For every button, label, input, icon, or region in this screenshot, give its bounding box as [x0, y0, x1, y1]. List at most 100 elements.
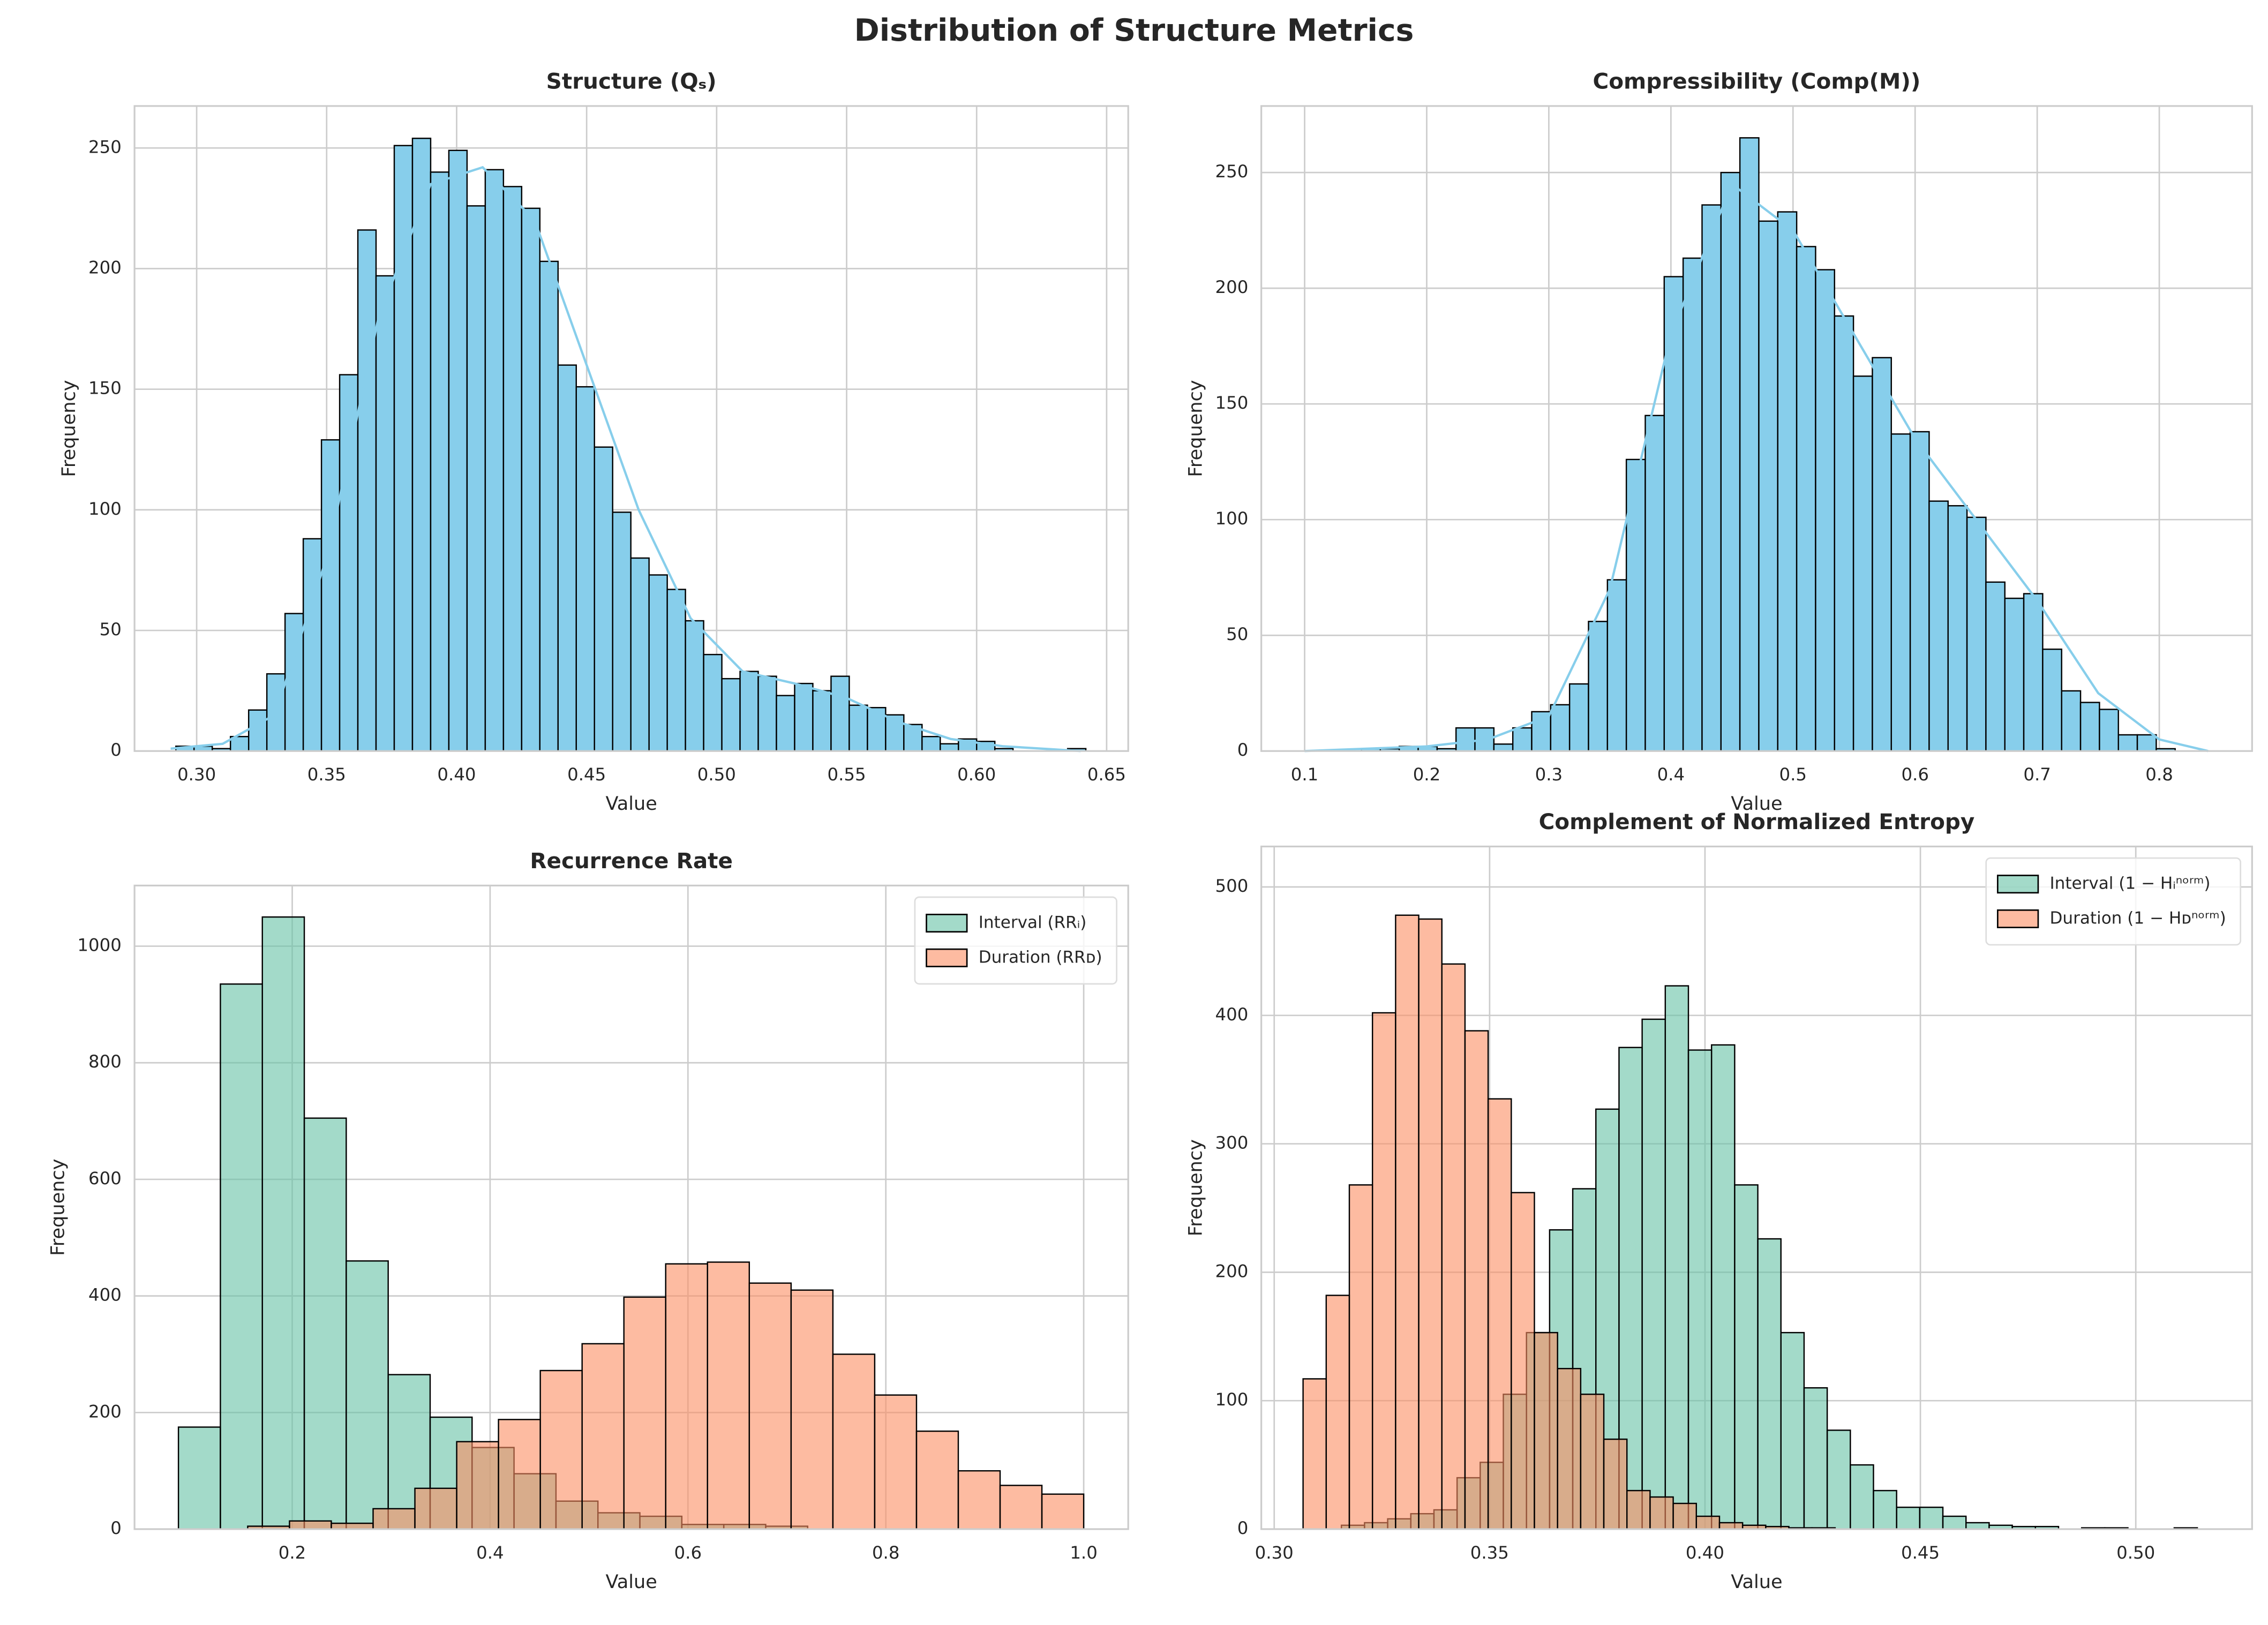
- histogram-bar: [1720, 171, 1741, 752]
- histogram-bar: [539, 1370, 583, 1530]
- histogram-bar: [2023, 593, 2044, 752]
- histogram-bar: [521, 207, 541, 752]
- histogram-bar: [848, 704, 868, 752]
- x-tick-label: 0.45: [567, 764, 606, 785]
- histogram-bar: [1718, 1522, 1744, 1530]
- plot-frame: [133, 884, 1129, 1530]
- x-tick-label: 0.50: [2116, 1543, 2155, 1563]
- histogram-bar: [1511, 1192, 1535, 1530]
- histogram-bar: [666, 589, 686, 752]
- x-axis-label: Value: [605, 793, 657, 815]
- histogram-bar: [320, 439, 341, 752]
- histogram-bar: [357, 229, 377, 752]
- histogram-bar: [721, 678, 741, 752]
- histogram-bar: [430, 171, 450, 752]
- histogram-bar: [1777, 211, 1798, 752]
- histogram-bar: [557, 364, 577, 752]
- histogram-bar: [921, 736, 941, 752]
- histogram-bar: [940, 743, 959, 752]
- x-tick-label: 0.60: [957, 764, 996, 785]
- histogram-bar: [502, 186, 523, 752]
- y-tick-label: 0: [1237, 1518, 1249, 1538]
- y-tick-label: 500: [1215, 876, 1248, 896]
- histogram-bar: [790, 1289, 834, 1530]
- legend: Interval (RRᵢ) Duration (RRᴅ): [914, 896, 1117, 985]
- y-tick-label: 200: [88, 1401, 122, 1421]
- histogram-bar: [220, 983, 263, 1530]
- histogram-bar: [830, 675, 850, 752]
- x-tick-label: 0.35: [307, 764, 346, 785]
- histogram-bar: [303, 1117, 347, 1530]
- histogram-bar: [1710, 1044, 1736, 1530]
- y-tick-label: 150: [88, 378, 122, 398]
- histogram-bar: [703, 653, 723, 752]
- histogram-bar: [1687, 1049, 1713, 1530]
- y-axis-label: Frequency: [58, 380, 80, 477]
- legend-label: Duration (RRᴅ): [979, 947, 1102, 967]
- x-tick-label: 0.35: [1470, 1543, 1509, 1563]
- histogram-bar: [1512, 727, 1533, 752]
- histogram-bar: [648, 574, 668, 752]
- histogram-bar: [302, 538, 322, 752]
- histogram-bar: [1603, 1438, 1628, 1530]
- histogram-bar: [665, 1263, 708, 1530]
- histogram-bar: [1557, 1368, 1582, 1530]
- histogram-bar: [1588, 621, 1609, 752]
- histogram-bar: [1701, 204, 1722, 752]
- histogram-bar: [1395, 914, 1420, 1530]
- x-axis-label: Value: [1731, 793, 1782, 815]
- legend-swatch: [926, 914, 968, 933]
- subplot: 0 100 200 300 400 500 0.30 0.35 0.40 0.45 0.50 Comp…: [1185, 809, 2253, 1593]
- x-tick-label: 0.30: [1255, 1543, 1294, 1563]
- histogram-bar: [594, 446, 613, 752]
- histogram-bar: [1550, 704, 1571, 752]
- y-tick-label: 200: [1215, 1261, 1248, 1281]
- histogram-bar: [1626, 1489, 1651, 1530]
- histogram-bar: [1041, 1493, 1085, 1530]
- subplot: 0 50 100 150 200 250 0.30 0.35 0.40 0.45 0.50 0.55 0…: [58, 69, 1129, 815]
- histogram-bar: [707, 1261, 750, 1530]
- x-tick-label: 0.7: [2023, 764, 2051, 785]
- y-tick-label: 400: [1215, 1004, 1248, 1025]
- histogram-bar: [1649, 1496, 1674, 1530]
- histogram-bar: [448, 149, 468, 752]
- x-tick-label: 0.30: [177, 764, 216, 785]
- y-tick-label: 0: [110, 1518, 122, 1538]
- y-tick-label: 1000: [77, 935, 121, 956]
- x-tick-label: 0.40: [1686, 1543, 1724, 1563]
- histogram-bar: [612, 511, 632, 752]
- subplot-title: Recurrence Rate: [530, 848, 733, 874]
- y-tick-label: 800: [88, 1051, 122, 1072]
- histogram-bar: [375, 275, 395, 752]
- y-axis-label: Frequency: [47, 1159, 69, 1256]
- histogram-bar: [915, 1430, 959, 1530]
- plot-frame: [1260, 105, 2253, 752]
- histogram-bar: [2042, 648, 2062, 752]
- histogram-bar: [874, 1394, 918, 1530]
- histogram-bar: [581, 1343, 625, 1530]
- y-tick-label: 250: [1215, 161, 1248, 182]
- histogram-bar: [748, 1282, 792, 1530]
- x-axis-label: Value: [605, 1571, 657, 1593]
- histogram-bar: [685, 620, 704, 752]
- y-tick-label: 100: [88, 499, 122, 519]
- histogram-bar: [346, 1260, 389, 1530]
- histogram-bar: [1834, 315, 1854, 752]
- histogram-bar: [177, 1426, 221, 1530]
- histogram-bar: [1919, 1506, 1944, 1530]
- histogram-bar: [387, 1374, 431, 1530]
- x-tick-label: 1.0: [1070, 1543, 1098, 1563]
- y-tick-label: 600: [88, 1168, 122, 1188]
- x-axis-label: Value: [1731, 1571, 1782, 1593]
- histogram-bar: [331, 1522, 374, 1530]
- y-axis-label: Frequency: [1185, 1139, 1207, 1236]
- histogram-bar: [957, 1470, 1001, 1530]
- x-tick-label: 0.5: [1779, 764, 1807, 785]
- histogram-bar: [739, 671, 759, 752]
- histogram-bar: [1493, 743, 1514, 752]
- y-tick-label: 200: [1215, 277, 1248, 297]
- legend-label: Interval (RRᵢ): [979, 913, 1087, 932]
- histogram-bar: [1985, 581, 2006, 752]
- x-tick-label: 0.4: [476, 1543, 504, 1563]
